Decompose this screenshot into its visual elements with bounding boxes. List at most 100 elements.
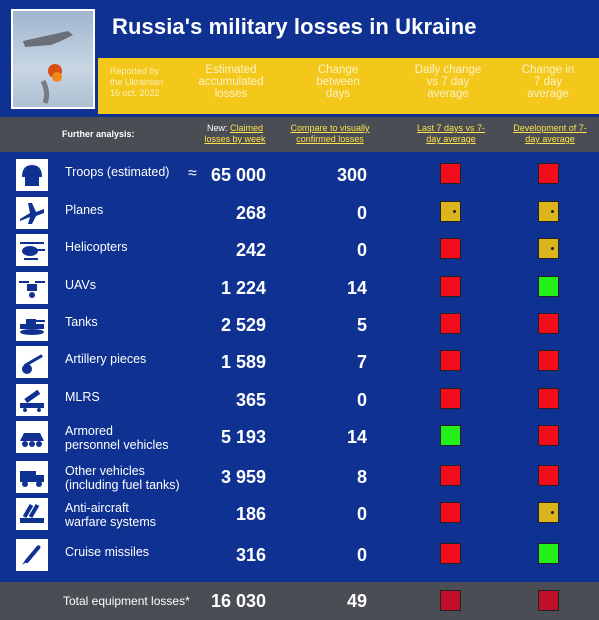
table-row: Anti-aircraft warfare systems 186 0 [0, 496, 599, 533]
table-row: Other vehicles (including fuel tanks) 3 9… [0, 459, 599, 496]
helicopter-icon [16, 234, 48, 266]
development-link[interactable]: Development of 7-day average [513, 123, 587, 144]
new-label: New: [206, 123, 228, 133]
apc-icon [16, 421, 48, 453]
row-label: Troops (estimated) [65, 165, 170, 179]
total-avg-indicator [538, 590, 559, 611]
avg-indicator [538, 388, 559, 409]
row-value: 3 959 [220, 467, 266, 487]
row-change: 14 [346, 278, 367, 298]
truck-icon [16, 461, 48, 493]
anti-aircraft-icon [16, 498, 48, 530]
table-row: Troops (estimated) ≈65 000 300 [0, 157, 599, 194]
compare-confirmed-link[interactable]: Compare to visually confirmed losses [290, 123, 370, 144]
row-change: 0 [356, 504, 367, 524]
daily-indicator [440, 350, 461, 371]
row-change: 0 [356, 203, 367, 223]
col-estimated-header: Estimated accumulated losses [198, 64, 264, 100]
row-change: 0 [356, 545, 367, 565]
daily-indicator [440, 543, 461, 564]
daily-indicator [440, 313, 461, 334]
table-row: Armored personnel vehicles 5 193 14 [0, 419, 599, 456]
row-label: Planes [65, 203, 104, 217]
soldier-helmet-icon [16, 159, 48, 191]
page-title: Russia's military losses in Ukraine [112, 14, 477, 39]
plane-icon [16, 197, 48, 229]
row-value: 5 193 [220, 427, 266, 447]
row-label: Helicopters [65, 240, 128, 254]
rocket-launcher-icon [16, 384, 48, 416]
daily-indicator [440, 425, 461, 446]
avg-indicator [538, 425, 559, 446]
row-change: 14 [346, 427, 367, 447]
row-value: 186 [235, 504, 266, 524]
row-change: 300 [336, 165, 367, 185]
row-label: Anti-aircraft warfare systems [65, 501, 156, 529]
avg-indicator [538, 543, 559, 564]
avg-indicator [538, 163, 559, 184]
table-row: Tanks 2 529 5 [0, 307, 599, 344]
table-row: MLRS 365 0 [0, 382, 599, 419]
avg-indicator [538, 313, 559, 334]
row-label: Artillery pieces [65, 352, 147, 366]
col-change-header: Change between days [316, 64, 360, 100]
table-row: Artillery pieces 1 589 7 [0, 344, 599, 381]
analysis-bar: Further analysis: New: Claimed losses by… [0, 117, 599, 152]
total-daily-indicator [440, 590, 461, 611]
row-change: 7 [356, 352, 367, 372]
row-value: 242 [235, 240, 266, 260]
artillery-icon [16, 346, 48, 378]
row-label: Armored personnel vehicles [65, 424, 169, 452]
table-row: Helicopters 242 0 [0, 232, 599, 269]
row-label: UAVs [65, 278, 97, 292]
row-value: 268 [235, 203, 266, 223]
last-7-days-link[interactable]: Last 7 days vs 7-day average [416, 123, 486, 144]
further-analysis-label: Further analysis: [62, 129, 135, 139]
report-date: Reported by the Ukrainian 16 oct. 2022 [110, 66, 164, 98]
row-value: 65 000 [210, 165, 266, 185]
daily-indicator [440, 276, 461, 297]
row-change: 5 [356, 315, 367, 335]
row-change: 8 [356, 467, 367, 487]
avg-indicator [538, 238, 559, 259]
row-value: 1 589 [220, 352, 266, 372]
approx-sign: ≈ [188, 165, 197, 182]
total-change: 49 [346, 591, 367, 611]
row-label: Cruise missiles [65, 545, 150, 559]
table-row: Cruise missiles 316 0 [0, 537, 599, 574]
row-label: Tanks [65, 315, 98, 329]
row-change: 0 [356, 390, 367, 410]
avg-indicator [538, 502, 559, 523]
daily-indicator [440, 201, 461, 222]
header-bar [0, 0, 599, 58]
daily-indicator [440, 465, 461, 486]
avg-indicator [538, 350, 559, 371]
col-avg-header: Change in 7 day average [521, 64, 575, 100]
claimed-losses-link[interactable]: Claimed losses by week [204, 123, 266, 144]
avg-indicator [538, 465, 559, 486]
row-value: 316 [235, 545, 266, 565]
table-row: Planes 268 0 [0, 195, 599, 232]
daily-indicator [440, 502, 461, 523]
drone-icon [16, 272, 48, 304]
total-label: Total equipment losses* [63, 594, 190, 608]
row-label: Other vehicles (including fuel tanks) [65, 464, 180, 492]
claimed-link-wrap: New: Claimed losses by week [200, 123, 270, 145]
missile-icon [16, 539, 48, 571]
row-change: 0 [356, 240, 367, 260]
header-photo [11, 9, 95, 109]
avg-indicator [538, 201, 559, 222]
row-value: 2 529 [220, 315, 266, 335]
tank-icon [16, 309, 48, 341]
total-value: 16 030 [210, 591, 266, 611]
header-column-band: Reported by the Ukrainian 16 oct. 2022 E… [98, 58, 599, 114]
daily-indicator [440, 163, 461, 184]
row-value: 365 [235, 390, 266, 410]
col-daily-header: Daily change vs 7 day average [414, 64, 482, 100]
table-row: UAVs 1 224 14 [0, 270, 599, 307]
daily-indicator [440, 388, 461, 409]
avg-indicator [538, 276, 559, 297]
row-value: 1 224 [220, 278, 266, 298]
row-label: MLRS [65, 390, 100, 404]
